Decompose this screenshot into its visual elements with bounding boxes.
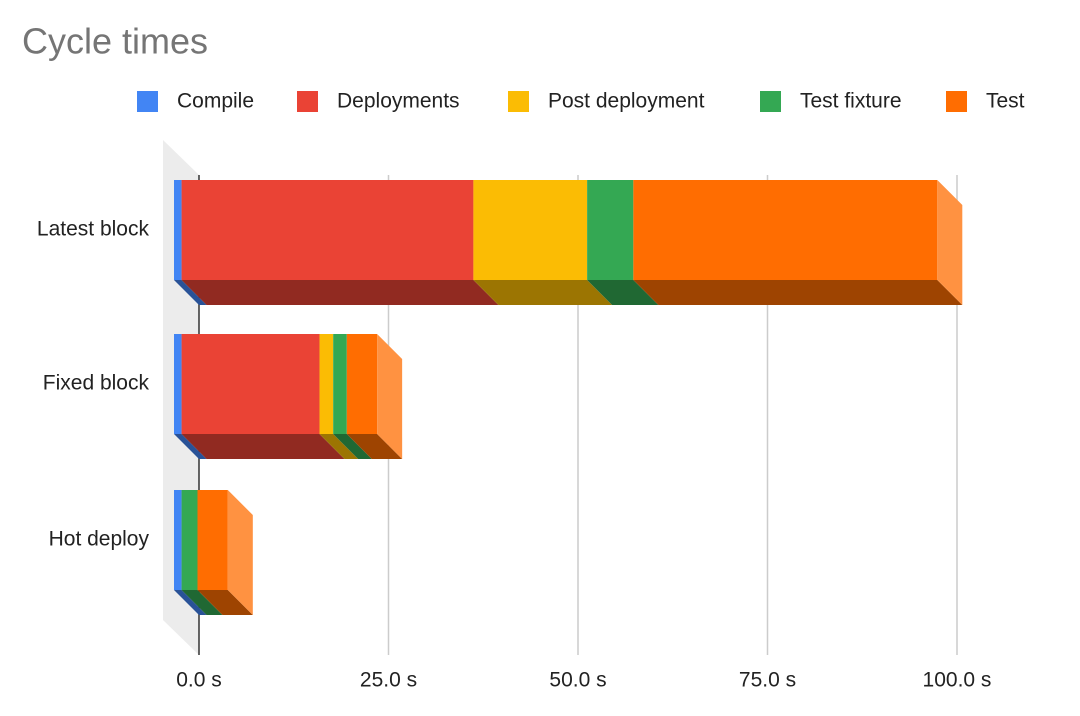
legend-label: Compile	[177, 90, 254, 113]
legend-swatch	[297, 91, 318, 112]
bar-depth	[319, 434, 359, 459]
bar-depth	[197, 590, 253, 615]
legend-swatch	[760, 91, 781, 112]
bar-depth	[181, 590, 223, 615]
bar	[333, 334, 347, 434]
bar-end	[937, 180, 963, 305]
bar-depth	[174, 434, 207, 459]
bar-end	[377, 334, 403, 459]
bar	[319, 334, 334, 434]
legend-swatch	[946, 91, 967, 112]
legend-swatch	[137, 91, 158, 112]
bar-depth	[346, 434, 403, 459]
bar	[181, 180, 474, 280]
bar-depth	[587, 280, 659, 305]
bar-depth	[174, 590, 207, 615]
bar-depth	[181, 434, 345, 459]
bar-depth	[333, 434, 372, 459]
bar	[197, 490, 228, 590]
legend-label: Post deployment	[548, 90, 705, 113]
bar-depth	[473, 280, 613, 305]
bar	[346, 334, 378, 434]
legend-label: Test	[986, 90, 1025, 113]
bar	[473, 180, 588, 280]
x-tick-label: 50.0 s	[549, 669, 606, 692]
bar-end	[227, 490, 253, 615]
legend-label: Deployments	[337, 90, 460, 113]
x-tick-label: 100.0 s	[923, 669, 992, 692]
legend-label: Test fixture	[800, 90, 902, 113]
y-tick-label: Latest block	[37, 218, 150, 241]
bar	[181, 490, 198, 590]
bar	[174, 490, 182, 590]
bar-depth	[633, 280, 963, 305]
bar	[633, 180, 938, 280]
bar	[181, 334, 320, 434]
bar-depth	[174, 280, 207, 305]
legend-swatch	[508, 91, 529, 112]
bar	[174, 334, 182, 434]
bar-depth	[181, 280, 499, 305]
bar	[587, 180, 634, 280]
y-tick-label: Hot deploy	[49, 528, 150, 551]
bar	[174, 180, 182, 280]
x-tick-label: 25.0 s	[360, 669, 417, 692]
x-tick-label: 75.0 s	[739, 669, 796, 692]
chart-title: Cycle times	[22, 21, 208, 62]
y-tick-label: Fixed block	[43, 372, 150, 395]
x-tick-label: 0.0 s	[176, 669, 222, 692]
